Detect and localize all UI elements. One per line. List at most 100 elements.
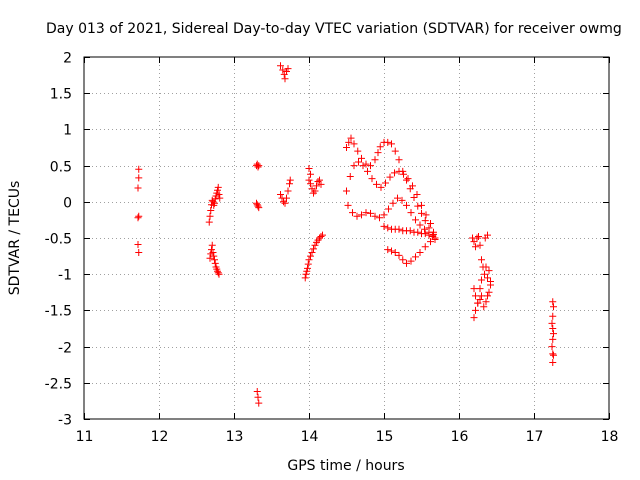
- y-tick-label: -1: [58, 268, 72, 284]
- y-tick-label: -0.5: [45, 232, 72, 248]
- data-point: [253, 160, 261, 168]
- data-point: [134, 214, 142, 222]
- data-point: [207, 206, 215, 214]
- data-point: [403, 176, 410, 184]
- data-point: [414, 228, 422, 236]
- data-point: [134, 184, 142, 192]
- data-point: [371, 156, 379, 164]
- y-axis-label: SDTVAR / TECUs: [7, 181, 23, 296]
- data-point: [482, 263, 490, 271]
- data-point: [421, 225, 428, 233]
- x-tick-label: 18: [601, 429, 619, 445]
- data-point: [425, 231, 433, 239]
- data-point: [254, 393, 262, 401]
- data-point: [412, 253, 419, 261]
- data-point: [345, 138, 353, 146]
- data-point: [135, 165, 143, 173]
- x-tick-label: 13: [226, 429, 244, 445]
- data-point: [470, 314, 478, 322]
- data-point: [307, 252, 314, 260]
- data-point: [284, 187, 292, 195]
- data-point: [388, 247, 395, 255]
- data-point: [211, 256, 218, 264]
- data-point: [313, 182, 320, 190]
- data-point: [317, 180, 325, 188]
- data-point: [349, 209, 356, 217]
- data-point: [472, 306, 479, 314]
- data-point: [373, 180, 380, 188]
- data-point: [371, 212, 379, 220]
- data-point: [484, 292, 491, 300]
- data-point: [281, 199, 289, 207]
- data-point: [388, 140, 395, 148]
- data-point: [304, 260, 312, 268]
- data-point: [427, 220, 434, 228]
- y-tick-label: 0: [63, 196, 72, 212]
- y-tick-label: -2: [58, 341, 72, 357]
- data-point: [382, 179, 389, 187]
- data-point: [475, 233, 482, 241]
- data-point: [286, 176, 294, 184]
- data-point: [391, 248, 399, 256]
- x-tick-label: 15: [376, 429, 394, 445]
- data-point: [385, 205, 392, 213]
- data-point: [550, 330, 557, 338]
- series-c7: [469, 231, 494, 322]
- data-point: [212, 192, 220, 200]
- data-point: [253, 199, 260, 207]
- data-point: [208, 246, 215, 254]
- data-point: [480, 303, 488, 311]
- data-point: [283, 67, 290, 75]
- data-point: [350, 162, 358, 170]
- series-c2b: [206, 241, 223, 278]
- data-point: [311, 187, 319, 195]
- data-point: [283, 194, 290, 202]
- data-point: [307, 180, 314, 188]
- chart-title: Day 013 of 2021, Sidereal Day-to-day VTE…: [46, 21, 622, 37]
- data-point: [418, 201, 425, 209]
- y-tick-label: 0.5: [50, 160, 72, 176]
- data-point: [253, 387, 261, 395]
- y-tick-label: 1: [63, 123, 72, 139]
- data-point: [374, 149, 382, 157]
- series-c6c: [344, 194, 437, 238]
- data-point: [209, 248, 217, 256]
- data-point: [421, 243, 429, 251]
- plot-area: [83, 56, 610, 420]
- data-point: [308, 248, 316, 256]
- data-point: [368, 175, 376, 183]
- data-point: [476, 296, 484, 304]
- data-point: [399, 256, 407, 264]
- data-point: [214, 186, 221, 194]
- data-point: [404, 175, 412, 183]
- data-point: [410, 193, 418, 201]
- data-point: [549, 335, 557, 343]
- data-point: [485, 267, 493, 275]
- data-point: [391, 147, 399, 155]
- data-point: [347, 134, 355, 142]
- data-point: [135, 212, 143, 220]
- data-point: [395, 251, 403, 259]
- data-point: [484, 274, 491, 282]
- data-point: [277, 191, 284, 199]
- data-point: [358, 211, 365, 219]
- data-point: [476, 285, 484, 293]
- data-point: [358, 154, 365, 162]
- data-point: [344, 201, 352, 209]
- data-point: [214, 267, 221, 275]
- data-point: [380, 211, 388, 219]
- data-point: [549, 350, 557, 358]
- series-c1: [134, 165, 143, 256]
- data-point: [280, 198, 287, 206]
- data-point: [208, 241, 216, 249]
- series-c4b: [277, 176, 294, 207]
- data-point: [377, 183, 385, 191]
- data-point: [305, 176, 313, 184]
- data-point: [211, 199, 218, 207]
- data-point: [211, 195, 219, 203]
- data-point: [316, 176, 323, 184]
- data-point: [255, 162, 263, 170]
- data-point: [359, 162, 367, 170]
- data-point: [314, 178, 322, 186]
- data-points: [134, 62, 557, 407]
